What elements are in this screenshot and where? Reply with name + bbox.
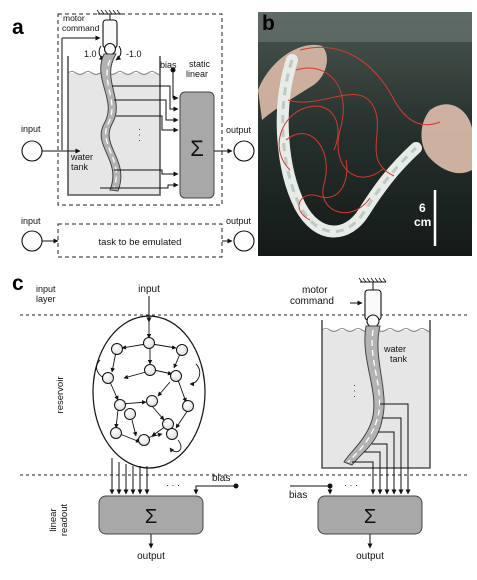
reservoir-boundary bbox=[92, 315, 206, 469]
motor-c bbox=[358, 277, 387, 328]
tank-walls-c bbox=[321, 320, 431, 469]
panel-c-letter: c bbox=[12, 272, 24, 295]
motor-joint bbox=[103, 42, 117, 56]
right-bias-label: bias bbox=[289, 490, 307, 501]
panel-a: a motor command 1.0 -1.0 bbox=[12, 9, 255, 258]
reservoir-node bbox=[124, 408, 136, 420]
soft-arm-a bbox=[100, 53, 122, 192]
input-node-a bbox=[21, 140, 43, 162]
right-bias-line bbox=[290, 485, 333, 495]
reservoir-node bbox=[111, 343, 123, 355]
static-linear-label: static linear bbox=[186, 59, 211, 79]
motor-a bbox=[96, 9, 122, 61]
reservoir-node bbox=[138, 434, 150, 446]
reservoir-node bbox=[102, 372, 114, 384]
linear-readout-label-line2: readout bbox=[59, 504, 70, 537]
output-node-a bbox=[233, 140, 255, 162]
reservoir-label: reservoir bbox=[55, 377, 66, 414]
sum-symbol-a: Σ bbox=[190, 136, 204, 161]
reservoir-node bbox=[182, 400, 194, 412]
cmd-pos-label: 1.0 bbox=[84, 49, 97, 59]
right-output-label: output bbox=[356, 551, 384, 562]
left-bias-label: bias bbox=[212, 473, 230, 484]
reservoir-node bbox=[176, 344, 188, 356]
task-input-node bbox=[21, 230, 43, 252]
reservoir-node bbox=[162, 418, 174, 430]
right-readout-arrows bbox=[352, 403, 411, 495]
photo-scale-label: 6 cm bbox=[414, 201, 431, 229]
panel-b-letter: b bbox=[262, 12, 275, 35]
input-label-a: input bbox=[21, 124, 41, 134]
reservoir-node bbox=[146, 395, 158, 407]
left-readout-arrows bbox=[109, 458, 150, 495]
water-tank-label-c: water tank bbox=[383, 344, 408, 364]
photo-water-surface bbox=[258, 12, 472, 42]
panel-c: c input layer reservoir linear readout in… bbox=[12, 272, 470, 562]
reservoir-node bbox=[110, 427, 122, 439]
photo-hand-left bbox=[258, 44, 327, 120]
bias-label-a: bias bbox=[160, 60, 177, 70]
panel-b: 6 cm b bbox=[258, 12, 472, 256]
panel-a-letter: a bbox=[12, 16, 24, 39]
sensor-lines-a bbox=[100, 85, 179, 189]
water-surface bbox=[67, 71, 161, 75]
sensor-dots-a: · · · bbox=[135, 128, 145, 142]
reservoir-node bbox=[170, 370, 182, 382]
reservoir-edges bbox=[96, 322, 201, 453]
photo-wires bbox=[278, 46, 441, 221]
output-label-a: output bbox=[226, 125, 252, 135]
motor-joint-c bbox=[366, 314, 380, 328]
soft-arm-c-center bbox=[347, 329, 381, 463]
motor-command-label-c: motor command bbox=[290, 285, 334, 307]
photo-soft-arm-core bbox=[281, 59, 418, 233]
soft-arm-a-center bbox=[105, 59, 117, 189]
sum-box-a bbox=[179, 91, 215, 199]
left-bias-line bbox=[193, 485, 236, 495]
panel-a-dashed-box bbox=[57, 13, 223, 206]
reservoir-node bbox=[144, 364, 156, 376]
reservoir-node bbox=[143, 337, 155, 349]
input-layer-label: input layer bbox=[36, 284, 56, 304]
arm-sensor-dots-c: · · · bbox=[350, 384, 360, 398]
left-sum-symbol: Σ bbox=[145, 506, 157, 528]
cmd-neg-label: -1.0 bbox=[126, 49, 142, 59]
water-tank-label-a: water tank bbox=[70, 152, 93, 172]
linear-readout-label-line1: linear bbox=[48, 508, 59, 531]
task-label: task to be emulated bbox=[99, 237, 182, 248]
reservoir-node bbox=[114, 399, 126, 411]
motor-command-label-a: motor command bbox=[62, 13, 100, 33]
right-readout-dots: · · · bbox=[344, 480, 358, 490]
photo-hand-right bbox=[421, 104, 472, 174]
reservoir-node bbox=[166, 428, 178, 440]
left-readout-dots: · · · bbox=[166, 480, 180, 490]
task-output-node bbox=[233, 230, 255, 252]
task-input-label: input bbox=[21, 216, 41, 226]
bias-line-a bbox=[172, 70, 179, 101]
task-output-label: output bbox=[226, 216, 252, 226]
tank-walls bbox=[67, 56, 161, 196]
reservoir-nodes bbox=[102, 337, 194, 446]
right-sum-symbol: Σ bbox=[364, 506, 376, 528]
left-output-label: output bbox=[137, 551, 165, 562]
input-label-c: input bbox=[138, 284, 160, 295]
